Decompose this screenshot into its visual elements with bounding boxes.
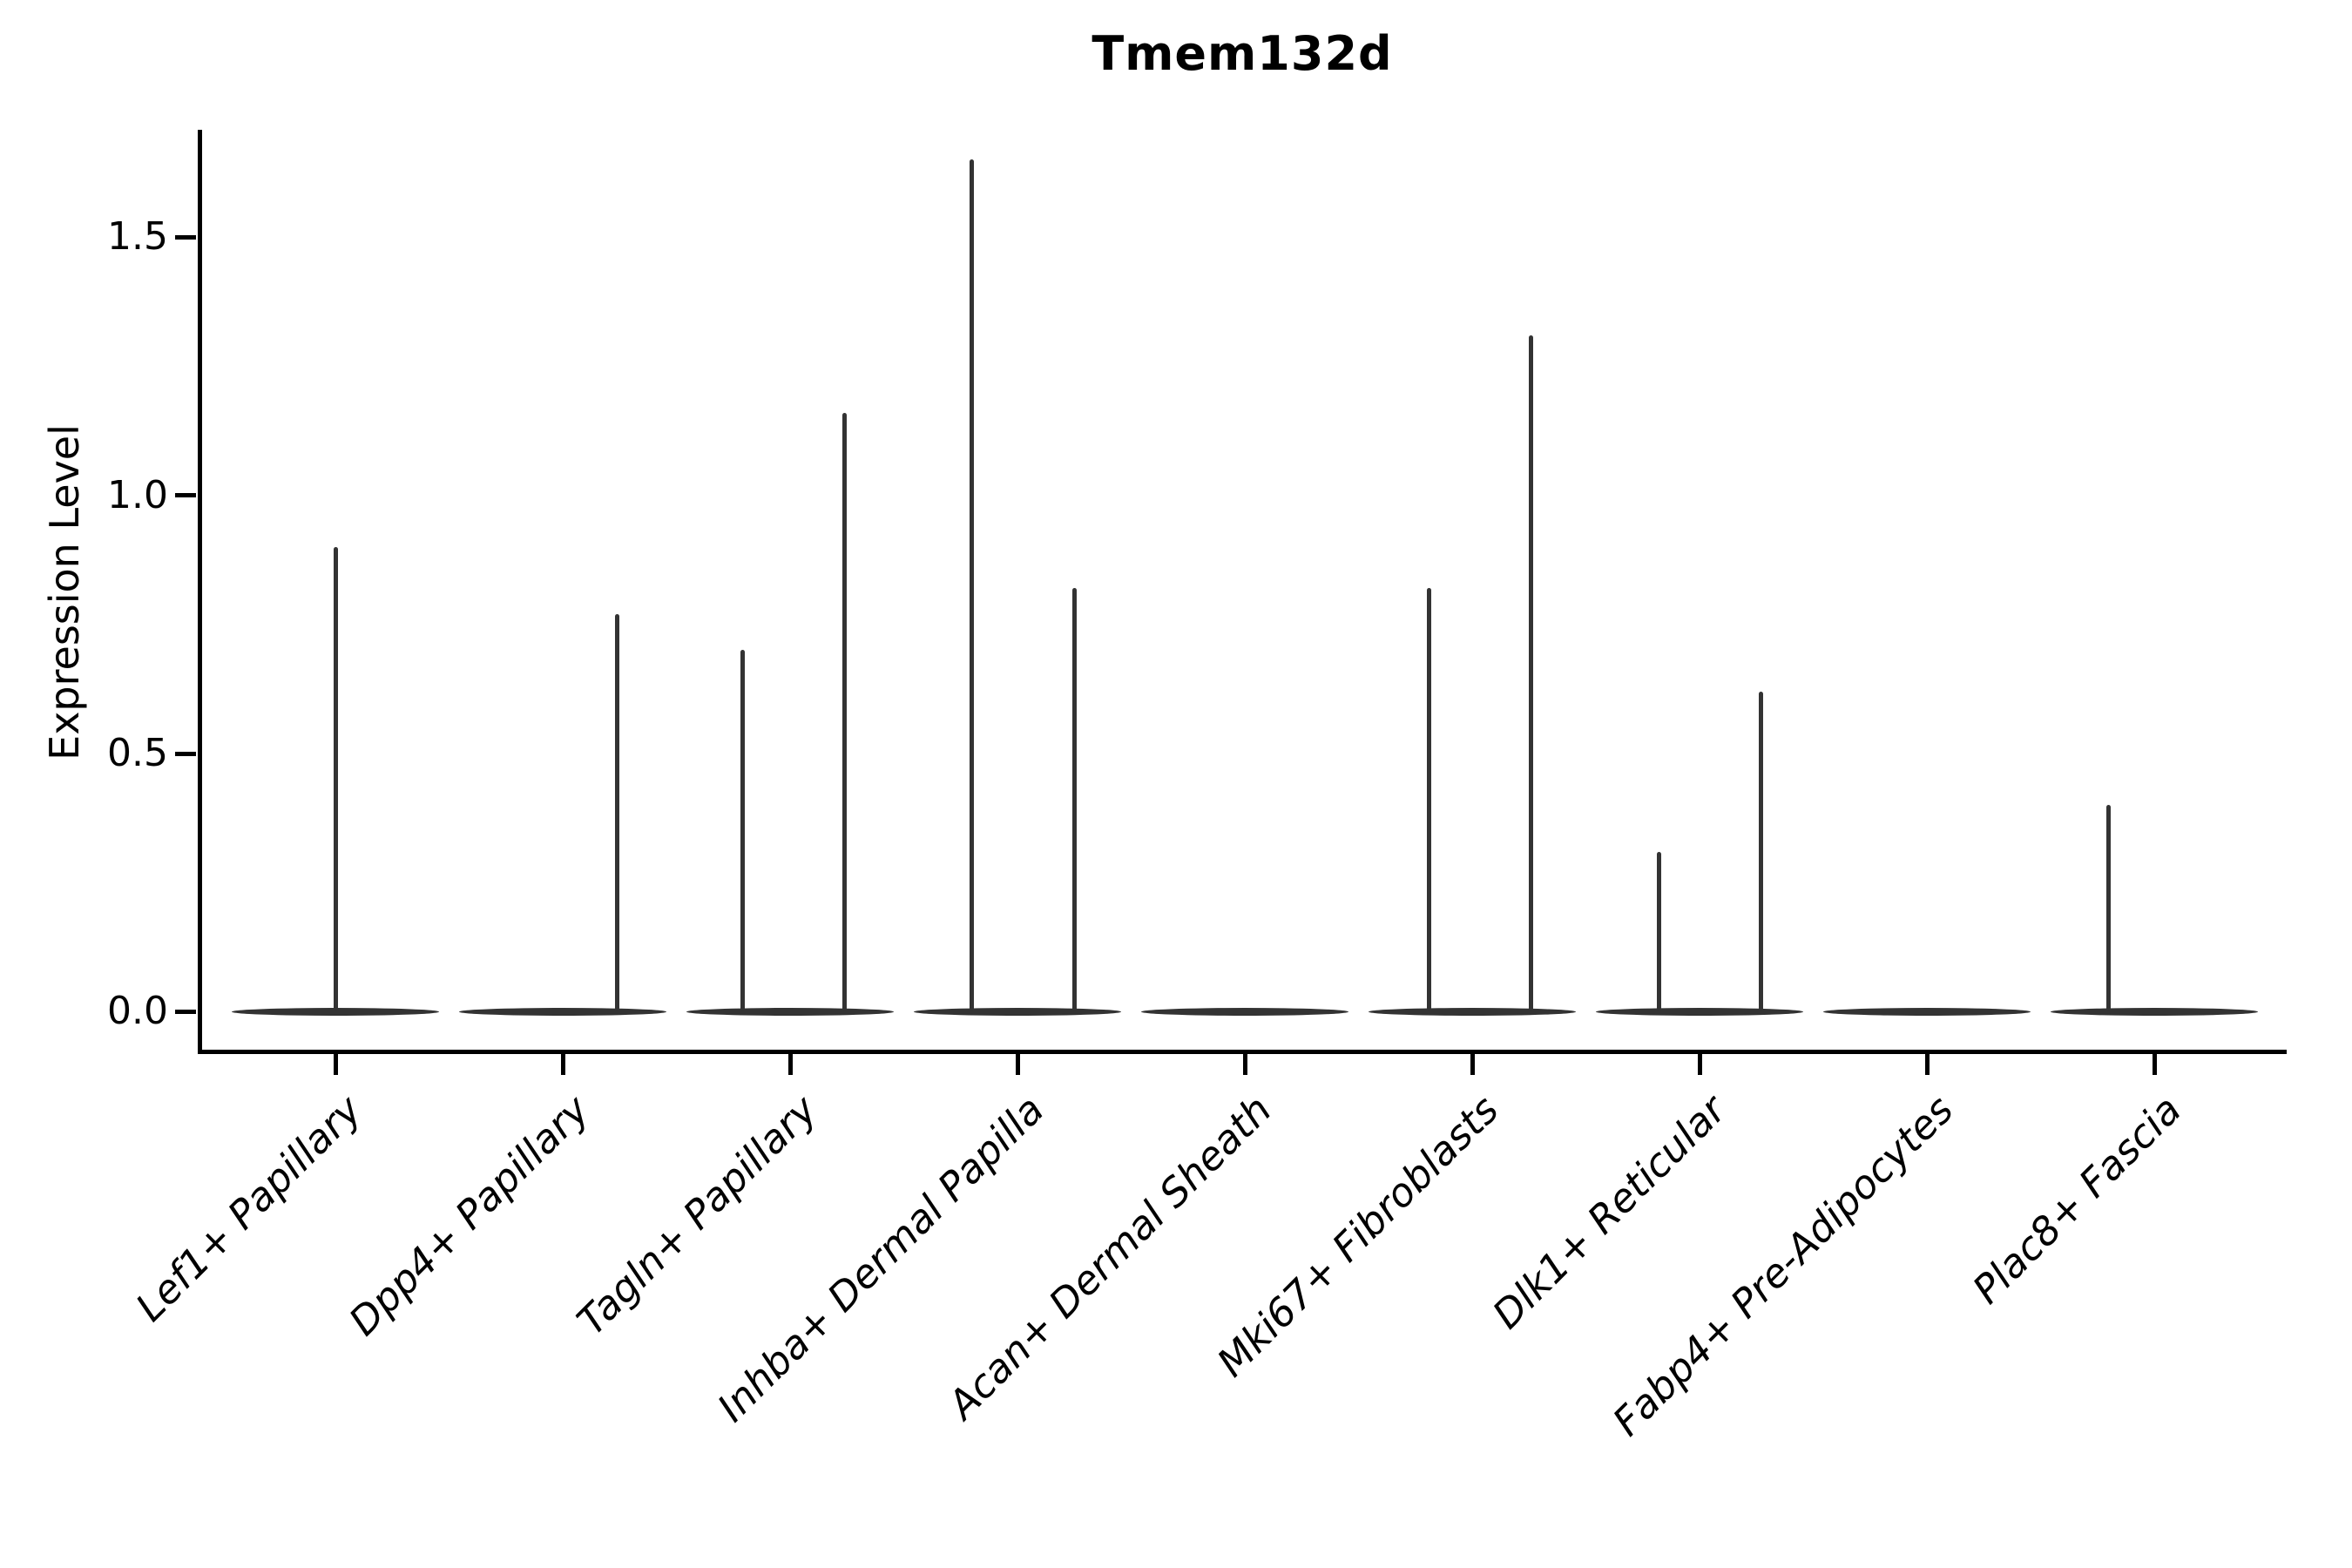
- violin-spike: [2106, 805, 2112, 1012]
- violin-body: [1596, 1007, 1803, 1016]
- x-tick: [1015, 1054, 1020, 1075]
- violin-spike: [1529, 335, 1534, 1012]
- violin-spike: [970, 159, 975, 1012]
- x-tick: [787, 1054, 793, 1075]
- violin-body: [686, 1007, 894, 1016]
- x-tick-label: Tagln+ Papillary: [567, 1086, 826, 1345]
- y-tick-label: 0.5: [107, 731, 168, 776]
- x-tick-label: Plac8+ Fascia: [1963, 1086, 2190, 1313]
- x-tick-label: Dpp4+ Papillary: [340, 1086, 598, 1345]
- violin-body: [914, 1007, 1121, 1016]
- x-tick-label: Dlk1+ Reticular: [1484, 1086, 1735, 1338]
- violin-spike: [1071, 588, 1077, 1012]
- y-axis-label: Expression Level: [41, 424, 88, 760]
- chart-title: Tmem132d: [1092, 26, 1393, 81]
- x-tick: [560, 1054, 565, 1075]
- violin-body: [1823, 1007, 2031, 1016]
- y-tick-label: 1.5: [107, 214, 168, 260]
- x-tick: [1697, 1054, 1702, 1075]
- x-tick: [2152, 1054, 2157, 1075]
- violin-spike: [1656, 851, 1661, 1012]
- y-tick: [175, 751, 196, 756]
- x-tick: [1924, 1054, 1930, 1075]
- violin-spike: [615, 613, 620, 1012]
- y-tick-label: 1.0: [107, 472, 168, 517]
- x-tick: [1242, 1054, 1247, 1075]
- y-tick: [175, 1009, 196, 1014]
- violin-body: [459, 1007, 666, 1016]
- violin-spike: [1426, 588, 1431, 1012]
- violin-spike: [842, 412, 848, 1012]
- violin-spike: [333, 546, 338, 1012]
- y-tick-label: 0.0: [107, 989, 168, 1034]
- violin-body: [1369, 1007, 1576, 1016]
- plot-area: [198, 130, 2287, 1054]
- violin-body: [1141, 1007, 1348, 1016]
- violin-body: [232, 1007, 439, 1016]
- x-tick: [1470, 1054, 1475, 1075]
- violin-spike: [1758, 691, 1763, 1012]
- x-tick: [333, 1054, 338, 1075]
- violin-body: [2051, 1007, 2258, 1016]
- y-tick: [175, 234, 196, 240]
- violin-spike: [740, 650, 745, 1012]
- y-tick: [175, 493, 196, 498]
- x-tick-label: Lef1+ Papillary: [126, 1086, 371, 1330]
